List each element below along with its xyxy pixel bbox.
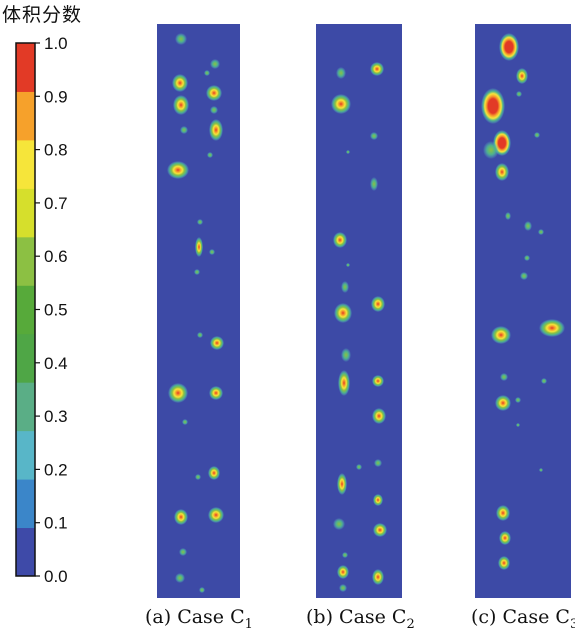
colorbar-band xyxy=(16,43,35,92)
colorbar-band xyxy=(16,188,35,238)
panel-background xyxy=(316,24,402,598)
colorbar-band xyxy=(16,139,35,189)
colorbar-title: 体积分数 xyxy=(2,4,83,26)
caption-case-c3: (c) Case C3 xyxy=(471,606,575,632)
caption-case-c2: (b) Case C2 xyxy=(306,606,415,632)
colorbar-band xyxy=(16,285,35,335)
bubble-group xyxy=(331,62,387,592)
panel-background xyxy=(157,24,240,598)
bubble-group xyxy=(481,33,565,570)
colorbar-tick-label: 0.2 xyxy=(44,460,68,479)
colorbar-band xyxy=(16,479,35,529)
panel-case-c3 xyxy=(475,24,571,598)
colorbar-tick-label: 0.3 xyxy=(44,407,68,426)
colorbar-tick-label: 0.9 xyxy=(44,87,68,106)
colorbar-band xyxy=(16,236,35,286)
caption-case-c1: (a) Case C1 xyxy=(145,606,253,632)
colorbar-tick-label: 0.8 xyxy=(44,141,68,160)
panel-case-c2 xyxy=(316,24,402,598)
colorbar-tick-label: 0.0 xyxy=(44,567,68,586)
colorbar-band xyxy=(16,91,35,141)
colorbar-tick-label: 0.7 xyxy=(44,194,68,213)
colorbar: 0.0 0.1 0.2 0.3 0.4 0.5 0.6 0.7 0.8 0.9 1.0 xyxy=(15,34,68,586)
bubble-group xyxy=(167,33,224,593)
colorbar-band xyxy=(16,382,35,432)
panel-case-c1 xyxy=(157,24,240,598)
colorbar-tick-label: 0.6 xyxy=(44,247,68,266)
colorbar-tick-label: 0.1 xyxy=(44,514,68,533)
colorbar-band xyxy=(16,527,35,577)
colorbar-band xyxy=(16,333,35,383)
colorbar-tick-label: 0.5 xyxy=(44,301,68,320)
colorbar-tick-label: 1.0 xyxy=(44,34,68,53)
colorbar-band xyxy=(16,430,35,480)
colorbar-tick-label: 0.4 xyxy=(44,354,68,373)
